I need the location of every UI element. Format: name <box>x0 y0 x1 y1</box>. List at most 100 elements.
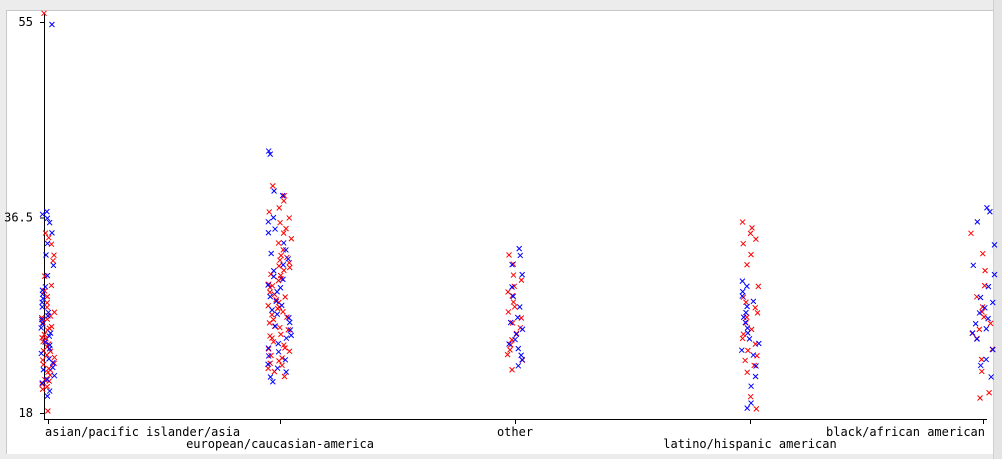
data-point <box>270 214 277 221</box>
data-point <box>743 309 749 316</box>
data-point <box>280 240 287 246</box>
data-point <box>46 219 53 226</box>
x-tick-label: asian/pacific islander/asia <box>45 425 240 439</box>
data-point <box>750 352 757 358</box>
data-point <box>280 261 287 268</box>
data-point <box>510 299 517 305</box>
data-point <box>753 236 759 242</box>
data-point <box>978 368 985 375</box>
data-point <box>517 252 524 259</box>
data-point <box>270 267 277 274</box>
data-point <box>981 282 988 289</box>
data-point <box>287 327 294 333</box>
data-point <box>44 383 51 390</box>
data-point <box>750 298 757 305</box>
data-point <box>267 151 274 157</box>
data-point <box>49 21 55 28</box>
data-point <box>46 388 53 394</box>
data-point <box>976 310 983 316</box>
data-point <box>749 224 755 231</box>
data-point <box>740 331 747 338</box>
data-point <box>987 208 993 215</box>
data-point <box>744 369 751 376</box>
data-point <box>274 365 281 372</box>
data-point <box>984 204 990 211</box>
data-point <box>265 229 272 236</box>
data-point <box>976 326 983 333</box>
data-point <box>282 294 289 300</box>
data-point <box>43 252 49 258</box>
data-point <box>974 219 981 225</box>
data-point <box>515 362 522 369</box>
data-point <box>51 372 58 379</box>
data-point <box>744 261 750 268</box>
scatter-points <box>38 10 998 414</box>
data-point <box>505 309 512 315</box>
data-point <box>276 263 282 269</box>
data-point <box>280 198 287 204</box>
x-tick-label: black/african american <box>826 425 985 439</box>
data-point <box>265 361 271 368</box>
data-point <box>744 330 751 336</box>
data-point <box>280 230 287 236</box>
data-point <box>283 335 290 342</box>
data-point <box>280 247 287 253</box>
data-point <box>50 257 56 264</box>
data-point <box>506 252 512 258</box>
data-point <box>974 336 980 342</box>
data-point <box>513 331 520 338</box>
data-point <box>989 346 996 353</box>
y-tick-label: 18 <box>19 406 33 420</box>
data-point <box>265 218 272 225</box>
data-point <box>288 332 295 339</box>
data-point <box>47 330 54 336</box>
data-point <box>739 335 746 342</box>
data-point <box>277 272 284 279</box>
data-point <box>41 331 48 338</box>
data-point <box>991 242 998 248</box>
data-point <box>267 333 273 339</box>
data-point <box>738 347 745 354</box>
data-point <box>516 245 523 252</box>
data-point <box>269 182 276 189</box>
data-point <box>751 362 758 369</box>
data-point <box>270 338 277 345</box>
data-point <box>506 341 512 347</box>
data-point <box>39 357 46 363</box>
data-point <box>747 230 754 237</box>
y-tick-label: 36.5 <box>4 211 33 225</box>
data-point <box>40 361 47 368</box>
data-point <box>44 240 51 247</box>
data-point <box>280 276 286 283</box>
data-point <box>272 323 279 329</box>
data-point <box>38 325 45 331</box>
data-point <box>509 284 515 290</box>
data-point <box>42 283 49 290</box>
data-point <box>44 376 50 383</box>
data-point <box>504 351 511 358</box>
data-point <box>978 356 985 363</box>
data-point <box>753 363 759 369</box>
data-point <box>281 267 287 274</box>
data-point <box>46 356 52 362</box>
data-point <box>46 342 53 348</box>
data-point <box>970 262 977 269</box>
data-point <box>516 304 523 310</box>
data-point <box>269 307 275 313</box>
data-point <box>755 340 762 347</box>
data-point <box>981 314 987 320</box>
data-point <box>44 272 51 279</box>
data-point <box>40 319 46 326</box>
data-point <box>277 219 283 226</box>
data-point <box>286 348 293 355</box>
data-point <box>755 283 762 290</box>
data-point <box>269 282 276 289</box>
data-point <box>39 211 46 218</box>
data-point <box>44 304 50 311</box>
data-point <box>989 299 996 306</box>
data-point <box>507 347 513 353</box>
data-point <box>51 360 58 367</box>
data-point <box>268 250 275 257</box>
data-point <box>968 230 974 237</box>
data-point <box>283 369 290 375</box>
